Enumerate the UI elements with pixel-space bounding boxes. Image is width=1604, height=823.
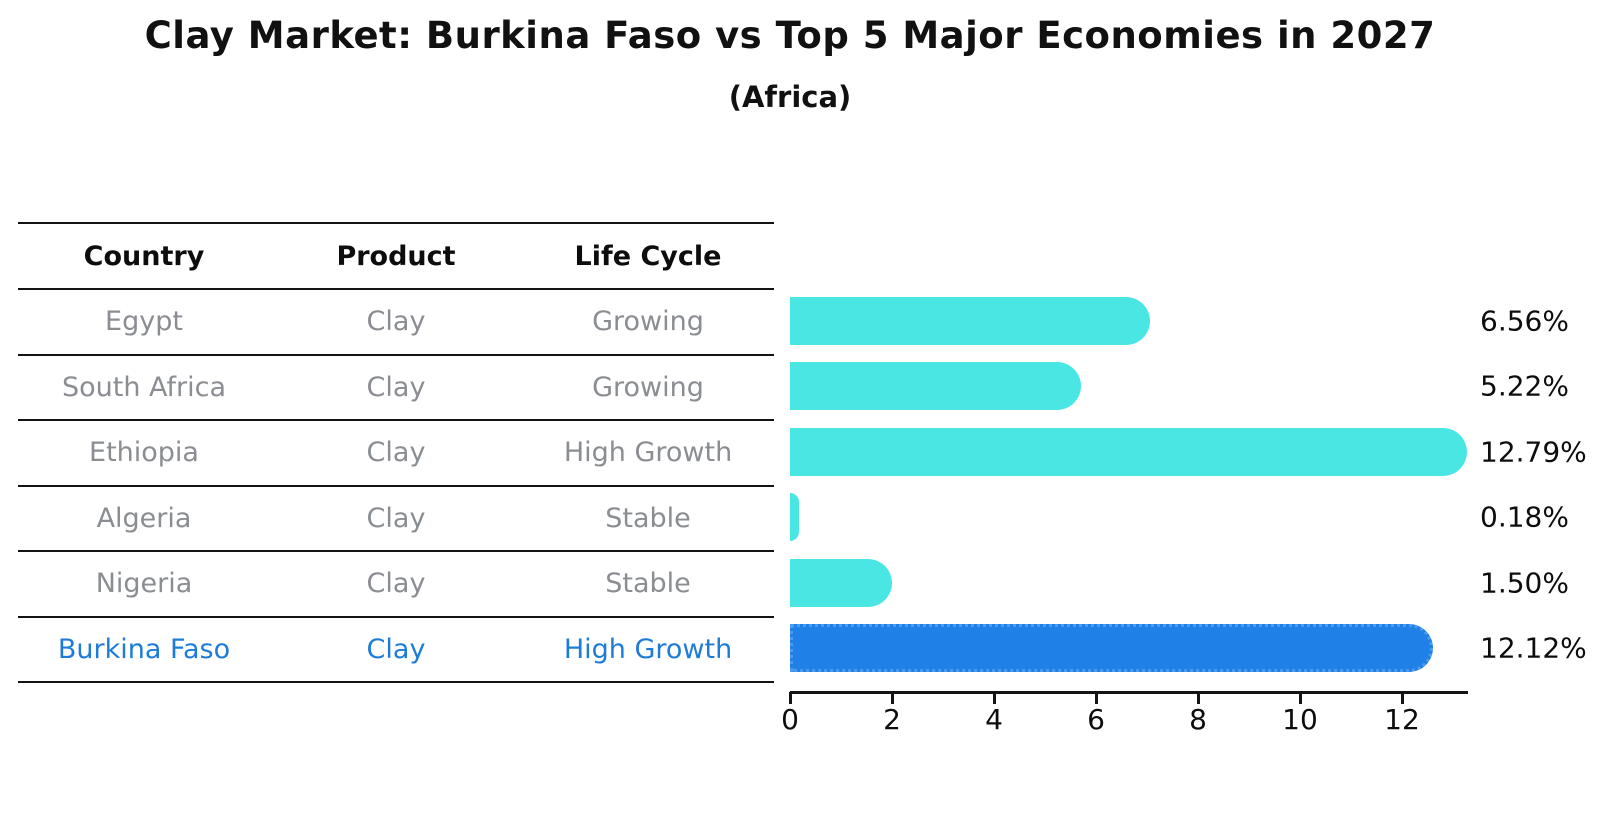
x-axis-tick: [993, 692, 996, 704]
product-cell: Clay: [366, 437, 426, 469]
life-cycle-cell: Stable: [605, 502, 691, 534]
bar-value-label: 1.50%: [1480, 566, 1569, 600]
country-cell: Egypt: [105, 306, 183, 338]
bar-value-label: 0.18%: [1480, 500, 1569, 534]
x-axis-tick: [1401, 692, 1404, 704]
chart-title: Clay Market: Burkina Faso vs Top 5 Major…: [144, 14, 1436, 57]
country-table: Country Product Life Cycle Egypt Clay Gr…: [18, 222, 774, 683]
x-axis-tick: [891, 692, 894, 704]
bar-south-africa: [790, 362, 1082, 411]
life-cycle-cell: High Growth: [563, 437, 733, 469]
x-axis-line: [790, 691, 1468, 694]
table-row: Algeria Clay Stable: [18, 486, 774, 551]
bar-value-label: 12.79%: [1480, 435, 1587, 469]
x-axis-tick-label: 2: [883, 703, 901, 736]
chart-subtitle: (Africa): [728, 80, 852, 114]
x-axis-tick-label: 6: [1087, 703, 1105, 736]
table-body: Egypt Clay Growing South Africa Clay Gro…: [18, 289, 774, 682]
column-header-product: Product: [336, 240, 456, 272]
table-row: Egypt Clay Growing: [18, 289, 774, 355]
country-cell: Nigeria: [95, 568, 193, 600]
bar-value-label: 6.56%: [1480, 304, 1569, 338]
column-header-life-cycle: Life Cycle: [574, 240, 722, 272]
x-axis-tick: [789, 692, 792, 704]
bar-algeria: [790, 493, 800, 542]
x-axis-tick: [1197, 692, 1200, 704]
bar-burkina-faso: [790, 624, 1434, 673]
product-cell: Clay: [366, 502, 426, 534]
country-cell: South Africa: [61, 371, 227, 403]
table-header-row: Country Product Life Cycle: [18, 223, 774, 289]
table-row-highlighted: Burkina Faso Clay High Growth: [18, 617, 774, 682]
bar-ethiopia: [790, 427, 1468, 476]
x-axis-tick-label: 4: [985, 703, 1003, 736]
x-axis-tick: [1299, 692, 1302, 704]
column-header-country: Country: [83, 240, 205, 272]
x-axis-tick-label: 12: [1384, 703, 1420, 736]
product-cell: Clay: [366, 568, 426, 600]
country-cell: Burkina Faso: [57, 633, 231, 665]
x-axis-tick: [1095, 692, 1098, 704]
life-cycle-cell: Stable: [605, 568, 691, 600]
country-cell: Algeria: [96, 502, 192, 534]
product-cell: Clay: [366, 306, 426, 338]
x-axis-tick-label: 0: [781, 703, 799, 736]
x-axis-tick-label: 8: [1189, 703, 1207, 736]
bar-nigeria: [790, 558, 892, 607]
life-cycle-cell: High Growth: [563, 633, 733, 665]
country-cell: Ethiopia: [89, 437, 199, 469]
table-row: South Africa Clay Growing: [18, 355, 774, 420]
life-cycle-cell: Growing: [592, 306, 704, 338]
table-row: Nigeria Clay Stable: [18, 551, 774, 617]
product-cell: Clay: [366, 633, 426, 665]
x-axis-tick-label: 10: [1282, 703, 1318, 736]
table-row: Ethiopia Clay High Growth: [18, 420, 774, 486]
bar-egypt: [790, 296, 1150, 345]
life-cycle-cell: Growing: [592, 371, 704, 403]
product-cell: Clay: [366, 371, 426, 403]
bar-value-label: 5.22%: [1480, 369, 1569, 403]
bar-value-label: 12.12%: [1480, 631, 1587, 665]
